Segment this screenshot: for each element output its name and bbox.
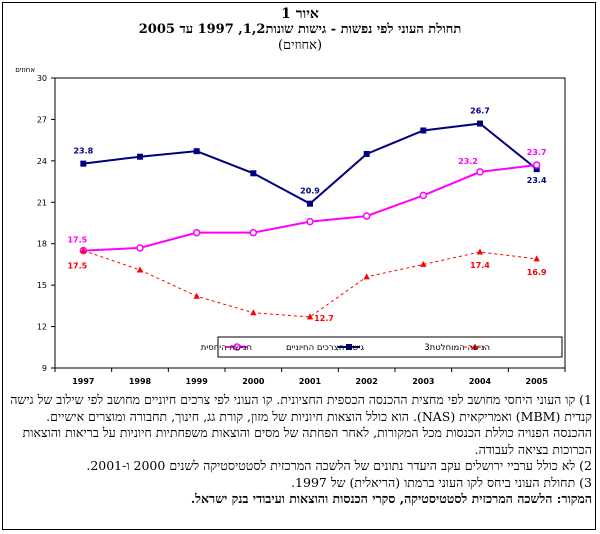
series-point-1 [306,217,314,226]
series-point-1 [249,228,258,237]
figure-frame [2,2,596,530]
data-label: 23.8 [73,147,93,156]
series-point-0 [137,153,143,160]
series-point-0 [477,120,483,127]
line-chart: אחוזים 9 12 15 18 21 24 27 30 1997 1998 1999 2000 200… [15,66,566,386]
series-point-1 [532,161,541,169]
data-label: 16.9 [527,268,547,277]
data-label: 12.7 [314,314,334,323]
x-tick-label: 2000 [242,377,265,386]
y-unit-label: אחוזים [15,66,35,74]
figure-subtitle: (אחוזים) [277,38,323,53]
series-point-0 [307,200,313,207]
series-line-1 [83,164,537,252]
figure-notes: 1) קו העוני היחסי מחושב לפי מחצית ההכנסה… [10,392,592,508]
data-label: 23.2 [458,157,478,166]
x-tick-label: 2002 [356,377,378,386]
series-point-2 [533,255,540,262]
series-point-0 [80,160,87,167]
y-tick-label: 24 [37,157,47,166]
x-tick-label: 2003 [412,377,434,386]
x-tick-label: 2005 [526,377,549,386]
legend-marker [346,344,352,350]
series-point-2 [306,313,314,320]
y-tick-label: 27 [37,115,47,124]
note-2: 2) לא כולל ערביי ירושלים עקב היעדר נתוני… [86,458,592,473]
data-label: 17.4 [470,261,490,270]
legend-box [217,336,563,358]
legend-marker [233,343,241,351]
series-point-0 [420,127,427,134]
x-tick-label: 1999 [186,377,209,386]
x-tick-label: 1997 [72,377,94,386]
y-tick-label: 9 [42,364,47,373]
note-3: 3) תחולת העוני ביחס לקו העוני ברמתו (הרי… [291,474,592,490]
series-point-2 [193,292,200,299]
series-point-0 [250,170,257,177]
note-1: 1) קו העוני היחסי מחושב לפי מחצית ההכנסה… [10,392,592,457]
series-point-1 [136,244,144,252]
y-tick-label: 12 [37,323,47,332]
series-point-1 [476,168,484,176]
x-tick-label: 2001 [299,377,322,386]
figure-label: איור 1 [281,6,319,22]
series-point-0 [193,148,200,155]
series-point-2 [250,309,257,316]
data-label: 26.7 [470,107,490,116]
series-point-0 [363,150,370,157]
legend-label: הגישה המוחלטת3 [424,343,490,353]
x-tick-label: 2004 [469,377,492,386]
series-point-1 [362,212,371,220]
data-label: 17.5 [67,262,87,271]
y-tick-label: 30 [37,74,47,83]
data-label: 20.9 [300,187,320,196]
figure-title: תחולת העוני לפי נפשות - גישות שונות1,2, … [138,22,462,37]
series-point-1 [192,228,201,237]
figure-header: איור 1 תחולת העוני לפי נפשות - גישות שונ… [0,6,600,54]
series-point-1 [419,191,428,200]
data-label: 17.5 [67,236,87,245]
series-line-2 [83,250,537,318]
legend-label: הגישה היחסית [201,343,252,353]
series-point-0 [533,166,540,173]
source-note: המקור: הלשכה המרכזית לסטטיסטיקה, סקרי הכ… [190,491,592,506]
y-tick-label: 15 [37,281,47,290]
series-point-2 [363,273,370,280]
plot-area [54,77,566,369]
legend-marker [471,343,479,350]
legend-label: גישת הצרכים החיוניים [286,343,365,353]
series-point-2 [476,248,484,255]
series-point-2 [80,247,87,254]
y-tick-label: 18 [37,240,47,249]
data-label: 23.7 [527,148,547,157]
series-point-2 [136,266,144,273]
series-point-2 [420,260,427,267]
data-label: 23.4 [527,176,547,185]
y-tick-label: 21 [37,198,47,207]
x-tick-label: 1998 [129,377,152,386]
